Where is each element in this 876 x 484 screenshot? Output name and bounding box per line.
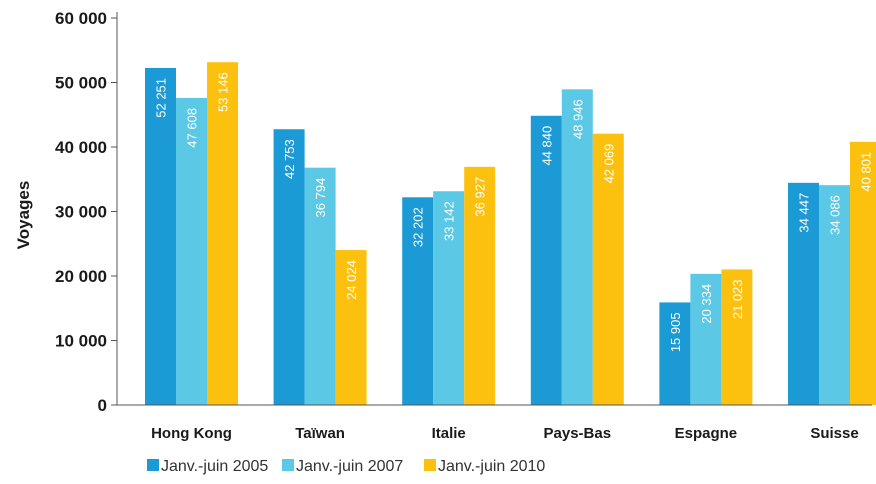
data-label: 44 840 [539, 126, 554, 166]
data-label: 47 608 [185, 108, 200, 148]
bar [433, 191, 465, 405]
x-tick-label: Suisse [810, 425, 858, 442]
bar [530, 115, 562, 406]
data-label: 20 334 [699, 284, 714, 324]
legend-swatch [147, 459, 159, 471]
data-label: 36 927 [473, 177, 488, 217]
bar [850, 141, 876, 405]
data-label: 24 024 [344, 260, 359, 300]
bars [145, 62, 876, 406]
bar [788, 182, 819, 405]
data-label: 42 069 [601, 144, 616, 184]
data-label: 53 146 [216, 72, 231, 112]
legend-swatch [424, 459, 436, 471]
x-tick-label: Espagne [675, 425, 738, 442]
y-axis-title-group: Voyages [14, 181, 33, 250]
data-label: 15 905 [668, 312, 683, 352]
data-labels: 52 251 47 608 53 146 42 753 36 794 24 024 32 2… [154, 72, 874, 352]
data-label: 34 086 [828, 195, 843, 235]
y-axis: 0 10 000 20 000 30 000 40 000 50 000 60 000 [55, 9, 118, 415]
legend-label: Janv.-juin 2007 [296, 458, 403, 475]
x-tick-label: Hong Kong [151, 425, 232, 442]
y-tick-label: 40 000 [55, 138, 107, 157]
bar [176, 97, 207, 405]
bar [592, 133, 624, 405]
data-label: 42 753 [282, 139, 297, 179]
data-label: 52 251 [154, 78, 169, 118]
bar [273, 129, 305, 405]
y-tick-label: 60 000 [55, 9, 107, 28]
y-tick-label: 30 000 [55, 203, 107, 222]
y-tick-label: 10 000 [55, 332, 107, 351]
x-tick-label: Pays-Bas [544, 425, 612, 442]
bar [659, 302, 691, 405]
legend-label: Janv.-juin 2005 [161, 458, 268, 475]
y-tick-label: 50 000 [55, 74, 107, 93]
legend-swatch [282, 459, 294, 471]
data-label: 34 447 [797, 193, 812, 233]
data-label: 33 142 [442, 201, 457, 241]
bar [721, 269, 753, 405]
bar [207, 62, 238, 405]
legend: Janv.-juin 2005 Janv.-juin 2007 Janv.-juin… [147, 458, 545, 475]
bar [304, 167, 336, 405]
legend-label: Janv.-juin 2010 [438, 458, 545, 475]
data-label: 32 202 [411, 207, 426, 247]
data-label: 40 801 [859, 152, 874, 192]
data-label: 21 023 [730, 279, 745, 319]
data-label: 48 946 [570, 99, 585, 139]
y-tick-label: 20 000 [55, 267, 107, 286]
data-label: 36 794 [313, 178, 328, 218]
bar [561, 89, 593, 405]
bar [819, 185, 850, 405]
y-tick-label: 0 [98, 396, 107, 415]
bar [335, 250, 367, 405]
bar [690, 273, 722, 405]
bar [464, 166, 496, 405]
y-axis-title: Voyages [14, 181, 33, 250]
bar [402, 197, 434, 405]
bar [145, 67, 176, 405]
x-tick-label: Italie [432, 425, 466, 442]
x-tick-label: Taïwan [295, 425, 345, 442]
x-axis: Hong Kong Taïwan Italie Pays-Bas Espagne Suis… [117, 404, 872, 442]
